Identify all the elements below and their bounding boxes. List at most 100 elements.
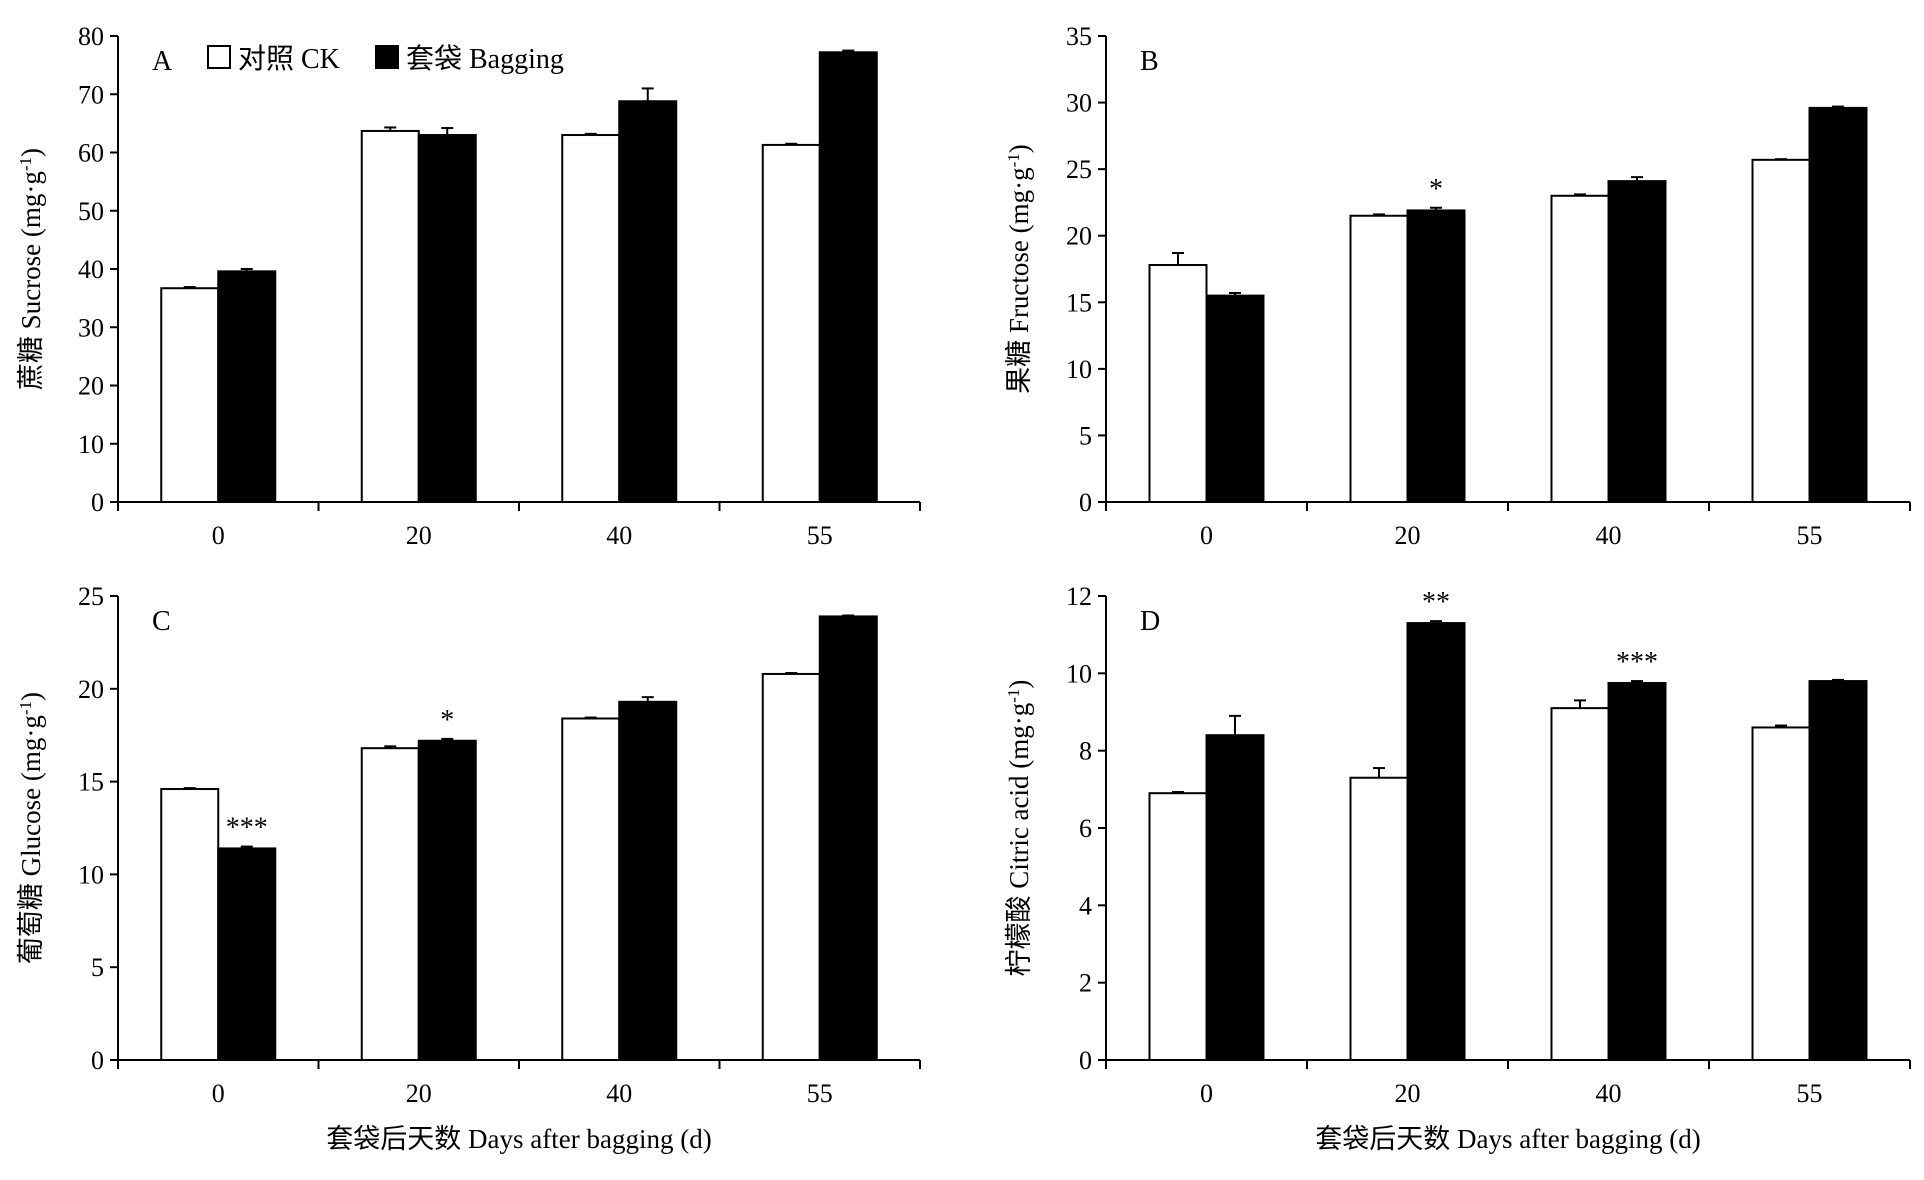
ck-bar — [561, 717, 621, 1061]
x-tick-label: 55 — [1797, 1079, 1823, 1108]
y-tick-label: 0 — [91, 1046, 104, 1075]
y-tick-label: 0 — [91, 488, 104, 517]
ck-bar — [1550, 707, 1610, 1062]
y-tick-label: 20 — [78, 372, 104, 401]
bagging-bar — [1406, 209, 1466, 503]
y-axis-label: 柠檬酸 Citric acid (mg·g-1) — [1004, 680, 1035, 977]
y-tick-label: 0 — [1079, 1046, 1092, 1075]
y-axis-label: 葡萄糖 Glucose (mg·g-1) — [16, 692, 47, 964]
y-tick-label: 60 — [78, 139, 104, 168]
y-tick-label: 10 — [78, 860, 104, 889]
bagging-bar — [417, 739, 477, 1061]
y-tick-label: 6 — [1079, 814, 1092, 843]
bagging-bar — [618, 700, 678, 1061]
y-tick-label: 2 — [1079, 969, 1092, 998]
bagging-bar — [217, 847, 277, 1062]
ck-bar — [1349, 776, 1409, 1061]
x-tick-label: 20 — [406, 1079, 432, 1108]
x-tick-label: 20 — [1395, 1079, 1421, 1108]
legend-label-ck: 对照 CK — [238, 43, 340, 75]
x-tick-label: 0 — [1200, 1079, 1213, 1108]
y-tick-label: 20 — [1066, 222, 1092, 251]
y-tick-label: 70 — [78, 80, 104, 109]
x-tick-label: 55 — [807, 521, 833, 550]
y-tick-label: 5 — [91, 953, 104, 982]
legend-label-bagging: 套袋 Bagging — [406, 43, 564, 75]
panel-letter: D — [1140, 606, 1160, 637]
x-tick-label: 20 — [1395, 521, 1421, 550]
significance-label: * — [440, 705, 454, 736]
ck-bar — [561, 134, 621, 503]
bagging-bar — [618, 100, 678, 504]
bagging-bar — [1808, 680, 1868, 1061]
ck-bar — [360, 129, 420, 503]
x-tick-label: 0 — [212, 1079, 225, 1108]
x-tick-label: 40 — [606, 521, 632, 550]
y-tick-label: 35 — [1066, 22, 1092, 51]
y-tick-label: 25 — [78, 582, 104, 611]
y-tick-label: 80 — [78, 22, 104, 51]
panel-letter: A — [152, 46, 173, 77]
y-tick-label: 10 — [1066, 355, 1092, 384]
ck-bar — [160, 788, 220, 1061]
x-tick-label: 40 — [606, 1079, 632, 1108]
ck-bar — [761, 672, 821, 1062]
ck-bar — [1550, 194, 1610, 503]
x-tick-label: 55 — [807, 1079, 833, 1108]
y-tick-label: 20 — [78, 675, 104, 704]
bagging-bar — [818, 615, 878, 1062]
x-tick-label: 20 — [406, 521, 432, 550]
ck-bar — [1148, 792, 1208, 1061]
x-axis-label: 套袋后天数 Days after bagging (d) — [1315, 1124, 1700, 1154]
y-axis-label: 蔗糖 Sucrose (mg·g-1) — [16, 148, 47, 390]
y-tick-label: 50 — [78, 197, 104, 226]
significance-label: *** — [1616, 647, 1658, 678]
y-tick-label: 0 — [1079, 488, 1092, 517]
panel-letter: C — [152, 606, 171, 637]
ck-bar — [1751, 726, 1811, 1061]
legend-swatch-bagging — [375, 45, 399, 69]
legend: 对照 CK 套袋 Bagging — [207, 43, 564, 75]
y-tick-label: 15 — [1066, 288, 1092, 317]
bagging-bar — [217, 270, 277, 503]
x-axis-label: 套袋后天数 Days after bagging (d) — [326, 1124, 711, 1154]
ck-bar — [160, 287, 220, 503]
significance-label: * — [1429, 174, 1443, 205]
y-tick-label: 10 — [78, 430, 104, 459]
ck-bar — [1349, 214, 1409, 503]
y-tick-label: 15 — [78, 768, 104, 797]
y-tick-label: 5 — [1079, 421, 1092, 450]
panel-b-fructose-chart: 0 5 10 15 20 25 30 35 0 20 40 55 * B 果糖 Fructose (mg·g… — [1004, 22, 1911, 550]
y-tick-label: 8 — [1079, 737, 1092, 766]
bagging-bar — [417, 134, 477, 503]
legend-swatch-ck — [207, 45, 231, 69]
y-axis-label: 果糖 Fructose (mg·g-1) — [1004, 144, 1035, 394]
x-tick-label: 55 — [1797, 521, 1823, 550]
panel-letter: B — [1140, 46, 1159, 77]
y-tick-label: 30 — [1066, 89, 1092, 118]
y-tick-label: 40 — [78, 255, 104, 284]
bagging-bar — [1607, 180, 1667, 504]
bagging-bar — [1205, 734, 1265, 1061]
ck-bar — [1751, 158, 1811, 504]
x-tick-label: 0 — [1200, 521, 1213, 550]
ck-bar — [1148, 264, 1208, 503]
panel-a-sucrose-chart: 0 10 20 30 40 50 60 70 80 0 20 40 55 A 蔗糖 Sucrose (mg·… — [16, 22, 921, 550]
bagging-bar — [1808, 106, 1868, 503]
y-tick-label: 10 — [1066, 659, 1092, 688]
x-tick-label: 40 — [1596, 521, 1622, 550]
y-tick-label: 12 — [1066, 582, 1092, 611]
bagging-bar — [1406, 622, 1466, 1061]
y-tick-label: 25 — [1066, 155, 1092, 184]
x-tick-label: 0 — [212, 521, 225, 550]
bagging-bar — [818, 51, 878, 504]
bagging-bar — [1607, 682, 1667, 1061]
ck-bar — [761, 143, 821, 504]
x-tick-label: 40 — [1596, 1079, 1622, 1108]
significance-label: ** — [1422, 587, 1450, 618]
bagging-bar — [1205, 294, 1265, 503]
y-tick-label: 4 — [1079, 891, 1092, 920]
